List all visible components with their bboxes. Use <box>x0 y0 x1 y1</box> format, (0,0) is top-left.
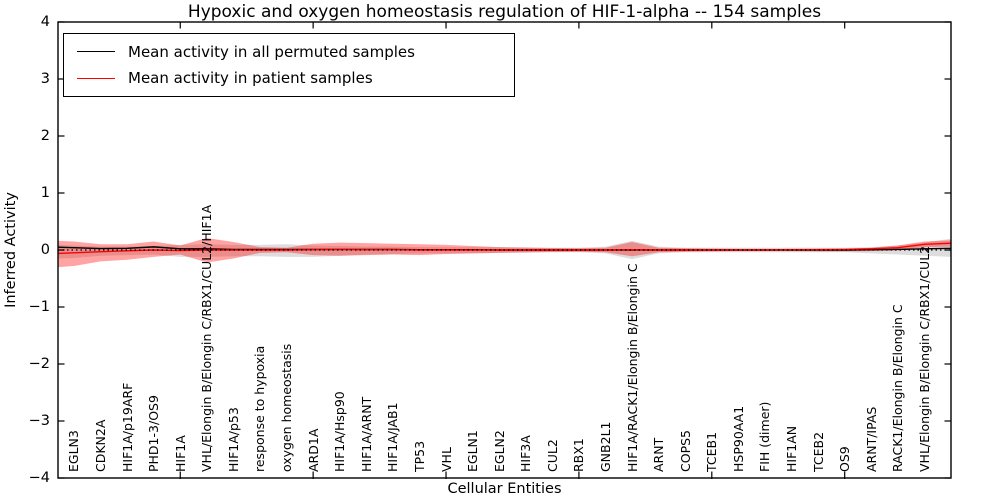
x-category-label: response to hypoxia <box>252 345 268 472</box>
y-tick-label: 4 <box>40 14 50 30</box>
y-tick-label: 1 <box>40 185 50 201</box>
legend-item-patient: Mean activity in patient samples <box>64 69 514 87</box>
x-category-label: EGLN3 <box>66 430 82 472</box>
x-axis-label: Cellular Entities <box>447 481 562 497</box>
x-category-label: PHD1-3/OS9 <box>146 395 162 472</box>
x-category-label: HIF1A <box>172 435 188 472</box>
x-category-label: HIF1A/p53 <box>225 407 241 472</box>
x-category-label: VHL/Elongin B/Elongin C/RBX1/CUL2 <box>916 245 932 472</box>
x-category-label: HIF1A/JAB1 <box>385 402 401 472</box>
y-tick-label: 2 <box>40 128 50 144</box>
legend-line-swatch-1 <box>77 77 115 79</box>
x-category-label: TCEB1 <box>704 431 720 472</box>
band-1 <box>58 238 951 268</box>
x-category-label: EGLN1 <box>465 430 481 472</box>
x-category-label: HIF1A/p19ARF <box>119 382 135 472</box>
x-category-label: HIF1A/Hsp90 <box>332 391 348 472</box>
x-category-label: HIF3A <box>518 435 534 472</box>
x-category-label: ARNT <box>651 437 667 472</box>
legend-label-0: Mean activity in all permuted samples <box>128 42 415 61</box>
x-category-label: CUL2 <box>544 439 560 472</box>
x-category-label: GNB2L1 <box>597 421 613 472</box>
x-category-label: HIF1A/RACK1/Elongin B/Elongin C <box>624 263 640 472</box>
band-0 <box>58 238 951 260</box>
legend: Mean activity in all permuted samples Me… <box>63 33 515 97</box>
legend-item-permuted: Mean activity in all permuted samples <box>64 43 514 61</box>
x-category-label: HIF1A/ARNT <box>358 396 374 472</box>
x-category-label: VHL <box>438 447 454 472</box>
x-category-label: VHL/Elongin B/Elongin C/RBX1/CUL2/HIF1A <box>199 204 215 472</box>
y-tick-label: −4 <box>28 470 50 486</box>
x-category-label: oxygen homeostasis <box>279 343 295 472</box>
x-category-label: HIF1AN <box>784 425 800 472</box>
x-category-label: TP53 <box>411 440 427 472</box>
y-tick-label: 3 <box>40 71 50 87</box>
x-category-label: HSP90AA1 <box>730 405 746 472</box>
x-category-label: RBX1 <box>571 438 587 472</box>
x-category-label: EGLN2 <box>491 430 507 472</box>
y-tick-label: −2 <box>28 356 50 372</box>
y-tick-label: −3 <box>28 413 50 429</box>
x-category-label: COPS5 <box>677 430 693 472</box>
chart-title: Hypoxic and oxygen homeostasis regulatio… <box>187 2 822 22</box>
x-category-label: CDKN2A <box>93 419 109 472</box>
legend-line-swatch-0 <box>77 51 115 53</box>
x-category-label: TCEB2 <box>810 431 826 472</box>
legend-label-1: Mean activity in patient samples <box>128 69 373 88</box>
y-tick-label: −1 <box>28 299 50 315</box>
x-category-label: FIH (dimer) <box>757 401 773 472</box>
x-category-label: ARNT/IPAS <box>863 406 879 472</box>
x-category-label: OS9 <box>837 446 853 472</box>
x-category-label: RACK1/Elongin B/Elongin C <box>890 304 906 472</box>
y-tick-label: 0 <box>40 242 50 258</box>
x-category-label: ARD1A <box>305 428 321 472</box>
